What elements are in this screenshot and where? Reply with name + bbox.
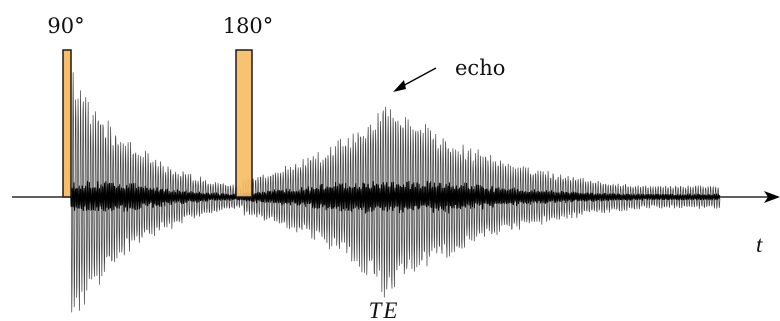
- time-axis-label: t: [756, 232, 763, 257]
- signal-waveform: [69, 72, 721, 313]
- signal-core: [69, 180, 721, 214]
- pulse-180-label: 180°: [223, 14, 274, 38]
- time-axis-arrowhead: [764, 191, 780, 203]
- echo-time-label: TE: [369, 298, 400, 321]
- pulse-90-label: 90°: [47, 14, 84, 38]
- pulse-180-bar: [235, 49, 253, 198]
- echo-pointer-line: [398, 67, 437, 89]
- echo-label: echo: [455, 56, 505, 80]
- echo-pointer-arrowhead: [393, 80, 406, 92]
- pulse-90-bar: [62, 49, 72, 198]
